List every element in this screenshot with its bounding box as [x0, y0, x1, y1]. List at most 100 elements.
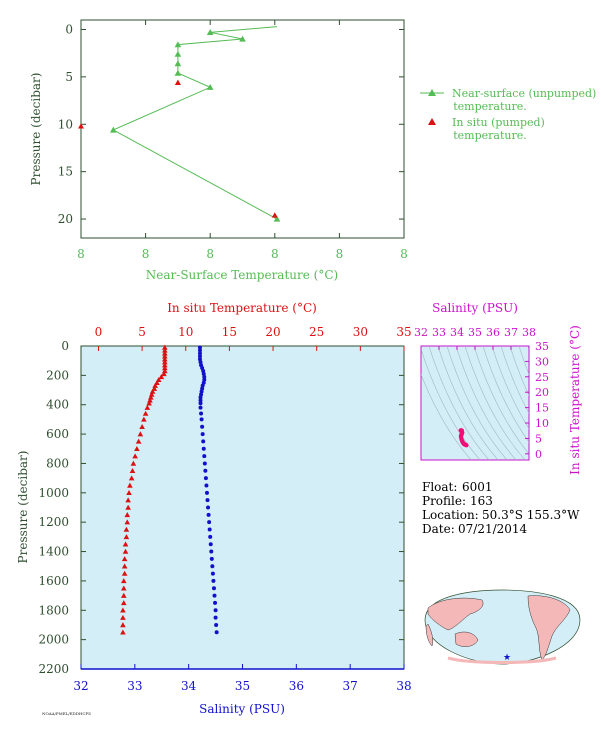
temperature-point — [120, 607, 126, 613]
near-surface-pumped-point — [271, 212, 278, 218]
salinity-point — [203, 468, 208, 473]
ts-temperature-tick-label: 5 — [535, 432, 542, 445]
temperature-point — [162, 356, 168, 362]
salinity-point — [213, 608, 218, 613]
near-surface-xtick-label: 8 — [271, 247, 279, 261]
salinity-point — [204, 483, 209, 488]
salinity-point — [202, 454, 207, 459]
ts-salinity-tick-label: 35 — [468, 326, 482, 339]
salinity-point — [207, 527, 212, 532]
profile-temperature-tick-label: 10 — [178, 325, 193, 339]
temperature-point — [152, 382, 159, 388]
profile-pressure-tick-label: 1800 — [38, 603, 69, 617]
profile-salinity-tick-label: 36 — [289, 679, 304, 693]
temperature-point — [125, 497, 131, 503]
ts-plot-area — [420, 345, 530, 461]
temperature-point — [161, 371, 167, 377]
ts-isopycnal — [437, 346, 499, 460]
near-surface-x-ticks: 8 8 8 8 8 8 — [77, 20, 408, 261]
ts-salinity-tick-label: 36 — [486, 326, 500, 339]
temperature-point — [148, 394, 154, 400]
temperature-point — [120, 614, 126, 620]
world-map: ★ — [424, 589, 581, 665]
temperature-point — [125, 504, 131, 510]
temperature-point — [162, 368, 168, 374]
temperature-point — [135, 438, 142, 444]
salinity-point — [213, 615, 218, 620]
salinity-point — [199, 411, 204, 416]
salinity-point — [200, 432, 205, 437]
profile-salinity-tick-label: 33 — [127, 679, 142, 693]
date-label: Date: — [422, 522, 455, 536]
temperature-point — [120, 592, 127, 598]
ts-isopycnal — [421, 348, 481, 460]
salinity-point — [213, 600, 218, 605]
profile-salinity-tick-label: 37 — [343, 679, 358, 693]
temperature-point — [120, 622, 126, 628]
date-value: 07/21/2014 — [458, 522, 528, 536]
near-surface-ytick-label: 0 — [65, 22, 73, 36]
profile-ylabel: Pressure (decibar) — [16, 451, 30, 564]
temperature-point — [139, 423, 145, 429]
temperature-point — [158, 374, 165, 380]
legend-marker-pumped — [428, 118, 436, 125]
temperature-point — [162, 350, 168, 356]
ts-temperature-tick-label: 35 — [535, 340, 549, 353]
profile-panel: 0200400600800100012001400160018002000220… — [16, 301, 412, 716]
near-surface-unpumped-point — [206, 29, 214, 35]
near-surface-series — [78, 26, 281, 222]
temperature-point — [128, 475, 135, 481]
temperature-point — [120, 600, 127, 606]
temperature-point — [144, 404, 151, 410]
float-label: Float: — [422, 480, 457, 494]
near-surface-xtick-label: 8 — [77, 247, 85, 261]
ts-temperature-ticks: 0 5 10 15 20 25 30 35 — [525, 340, 549, 461]
near-surface-unpumped-point — [174, 50, 182, 57]
ts-temperature-tick-label: 0 — [535, 448, 542, 461]
ts-temperature-tick-label: 25 — [535, 371, 549, 384]
temperature-point — [147, 397, 153, 403]
profile-salinity-tick-label: 35 — [235, 679, 250, 693]
ts-temperature-tick-label: 10 — [535, 417, 549, 430]
ts-isopycnal — [464, 346, 526, 460]
profile-salinity-ticks: 32 33 34 35 36 37 38 — [73, 664, 412, 693]
ts-salinity-tick-label: 38 — [522, 326, 536, 339]
salinity-point — [197, 354, 202, 359]
ts-isopycnal — [473, 346, 529, 455]
salinity-point — [210, 564, 215, 569]
ts-salinity-tick-label: 32 — [414, 326, 428, 339]
map-land-america — [527, 595, 571, 661]
profile-temperature-tick-label: 20 — [265, 325, 280, 339]
salinity-point — [201, 446, 206, 451]
near-surface-ylabel: Pressure (decibar) — [29, 73, 43, 186]
temperature-point — [123, 526, 130, 532]
temperature-point — [149, 388, 156, 394]
salinity-point — [197, 345, 202, 350]
temperature-point — [123, 534, 130, 540]
profile-temperature-tick-label: 30 — [353, 325, 368, 339]
near-surface-xlabel: Near-Surface Temperature (°C) — [146, 268, 338, 282]
ts-temperature-tick-label: 20 — [535, 386, 549, 399]
salinity-point — [211, 578, 216, 583]
ts-panel: 32 33 34 35 36 37 38 0 5 10 15 20 25 30 35 Salinity (… — [414, 301, 582, 475]
ts-isopycnal-lines — [421, 346, 529, 460]
temperature-point — [124, 512, 131, 518]
float-info: Float: 6001 Profile: 163 Location: 50.3°… — [422, 480, 580, 536]
temperature-point — [162, 347, 168, 353]
profile-pressure-tick-label: 1200 — [38, 515, 69, 529]
salinity-point — [201, 439, 206, 444]
near-surface-panel: 0 5 10 15 20 8 8 8 8 8 8 Pressure (decibar) Near-… — [29, 19, 408, 282]
temperature-point — [126, 490, 132, 496]
profile-temperature-tick-label: 35 — [396, 325, 411, 339]
temperature-point — [162, 365, 168, 371]
ts-points — [458, 428, 469, 448]
temperature-point — [142, 410, 149, 416]
profile-temperature-tick-label: 15 — [222, 325, 237, 339]
profile-temperature-tick-label: 5 — [138, 325, 146, 339]
salinity-point — [206, 505, 211, 510]
near-surface-xtick-label: 8 — [400, 247, 408, 261]
ts-isopycnal — [491, 346, 529, 430]
temperature-point — [121, 570, 128, 576]
legend-label-pumped-1: In situ (pumped) — [452, 116, 545, 129]
